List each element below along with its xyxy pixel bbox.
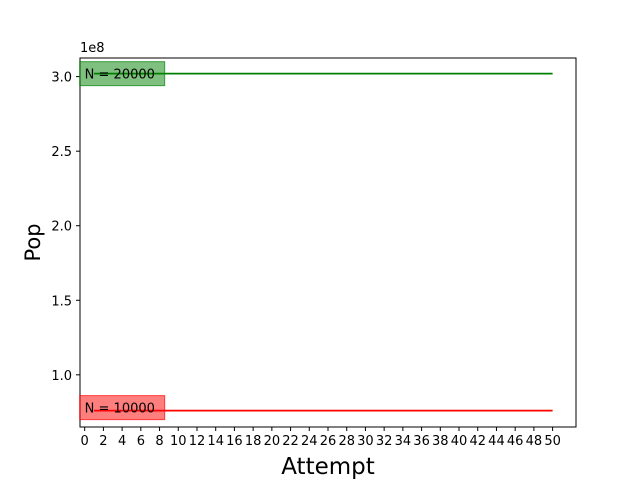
y-tick-label: 1.0 [51, 369, 72, 384]
x-tick-label: 26 [320, 434, 337, 449]
annotation-label: N = 20000 [85, 68, 155, 83]
x-tick-label: 10 [170, 434, 187, 449]
x-tick-label: 18 [245, 434, 262, 449]
plot-frame [79, 57, 577, 428]
x-tick-label: 38 [432, 434, 449, 449]
x-tick-label: 42 [469, 434, 486, 449]
x-tick-label: 14 [207, 434, 224, 449]
x-tick-label: 22 [282, 434, 299, 449]
x-tick-label: 12 [189, 434, 206, 449]
axis-ticks: 0 2 4 6 8 10 12 14 16 18 20 22 24 26 28 30 32 34 36 38 40 42 4… [51, 71, 561, 449]
x-tick-label: 46 [507, 434, 524, 449]
annotation-label: N = 10000 [85, 402, 155, 417]
x-tick-label: 36 [413, 434, 430, 449]
x-tick-label: 8 [155, 434, 163, 449]
x-tick-label: 32 [376, 434, 393, 449]
y-offset-label: 1e8 [80, 41, 105, 56]
y-tick-label: 3.0 [51, 71, 72, 86]
y-tick-label: 2.5 [51, 145, 72, 160]
annotation-box [79, 395, 166, 421]
x-tick-label: 44 [488, 434, 505, 449]
x-tick-label: 2 [99, 434, 107, 449]
annotation-box [79, 61, 166, 87]
x-tick-label: 20 [264, 434, 281, 449]
x-tick-label: 24 [301, 434, 318, 449]
x-tick-label: 16 [226, 434, 243, 449]
x-tick-label: 6 [137, 434, 145, 449]
x-tick-label: 30 [357, 434, 374, 449]
x-tick-label: 40 [451, 434, 468, 449]
x-tick-label: 28 [338, 434, 355, 449]
chart-marks [94, 72, 553, 412]
y-tick-label: 2.0 [51, 220, 72, 235]
chart-annotations: N = 20000 N = 10000 [79, 61, 166, 421]
x-axis-label: Attempt [281, 454, 375, 480]
x-tick-label: 48 [526, 434, 543, 449]
y-tick-label: 1.5 [51, 294, 72, 309]
x-tick-label: 50 [544, 434, 561, 449]
x-tick-label: 4 [118, 434, 126, 449]
x-tick-label: 0 [81, 434, 89, 449]
x-tick-label: 34 [395, 434, 412, 449]
y-axis-label: Pop [21, 223, 45, 261]
